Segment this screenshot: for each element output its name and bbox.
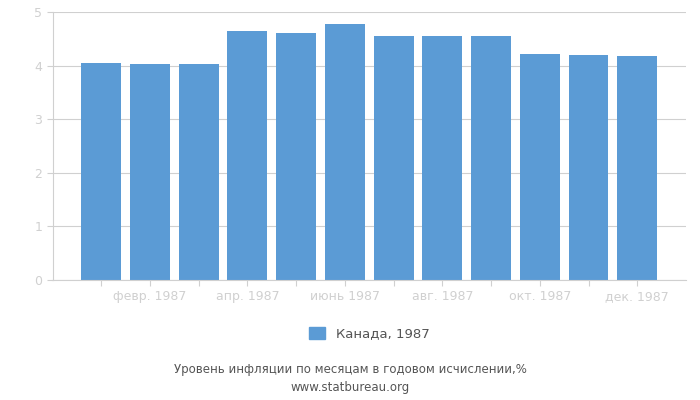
Bar (617, 56, 657, 280)
Bar (276, 34, 316, 280)
Bar (520, 54, 560, 280)
Bar (422, 36, 462, 280)
Bar (374, 36, 414, 280)
Bar (568, 56, 608, 280)
Legend: Канада, 1987: Канада, 1987 (304, 322, 435, 346)
Text: www.statbureau.org: www.statbureau.org (290, 382, 410, 394)
Bar (228, 31, 267, 280)
Bar (471, 36, 511, 280)
Bar (325, 24, 365, 280)
Text: Уровень инфляции по месяцам в годовом исчислении,%: Уровень инфляции по месяцам в годовом ис… (174, 364, 526, 376)
Bar (178, 64, 218, 280)
Bar (130, 64, 170, 280)
Bar (81, 63, 121, 280)
